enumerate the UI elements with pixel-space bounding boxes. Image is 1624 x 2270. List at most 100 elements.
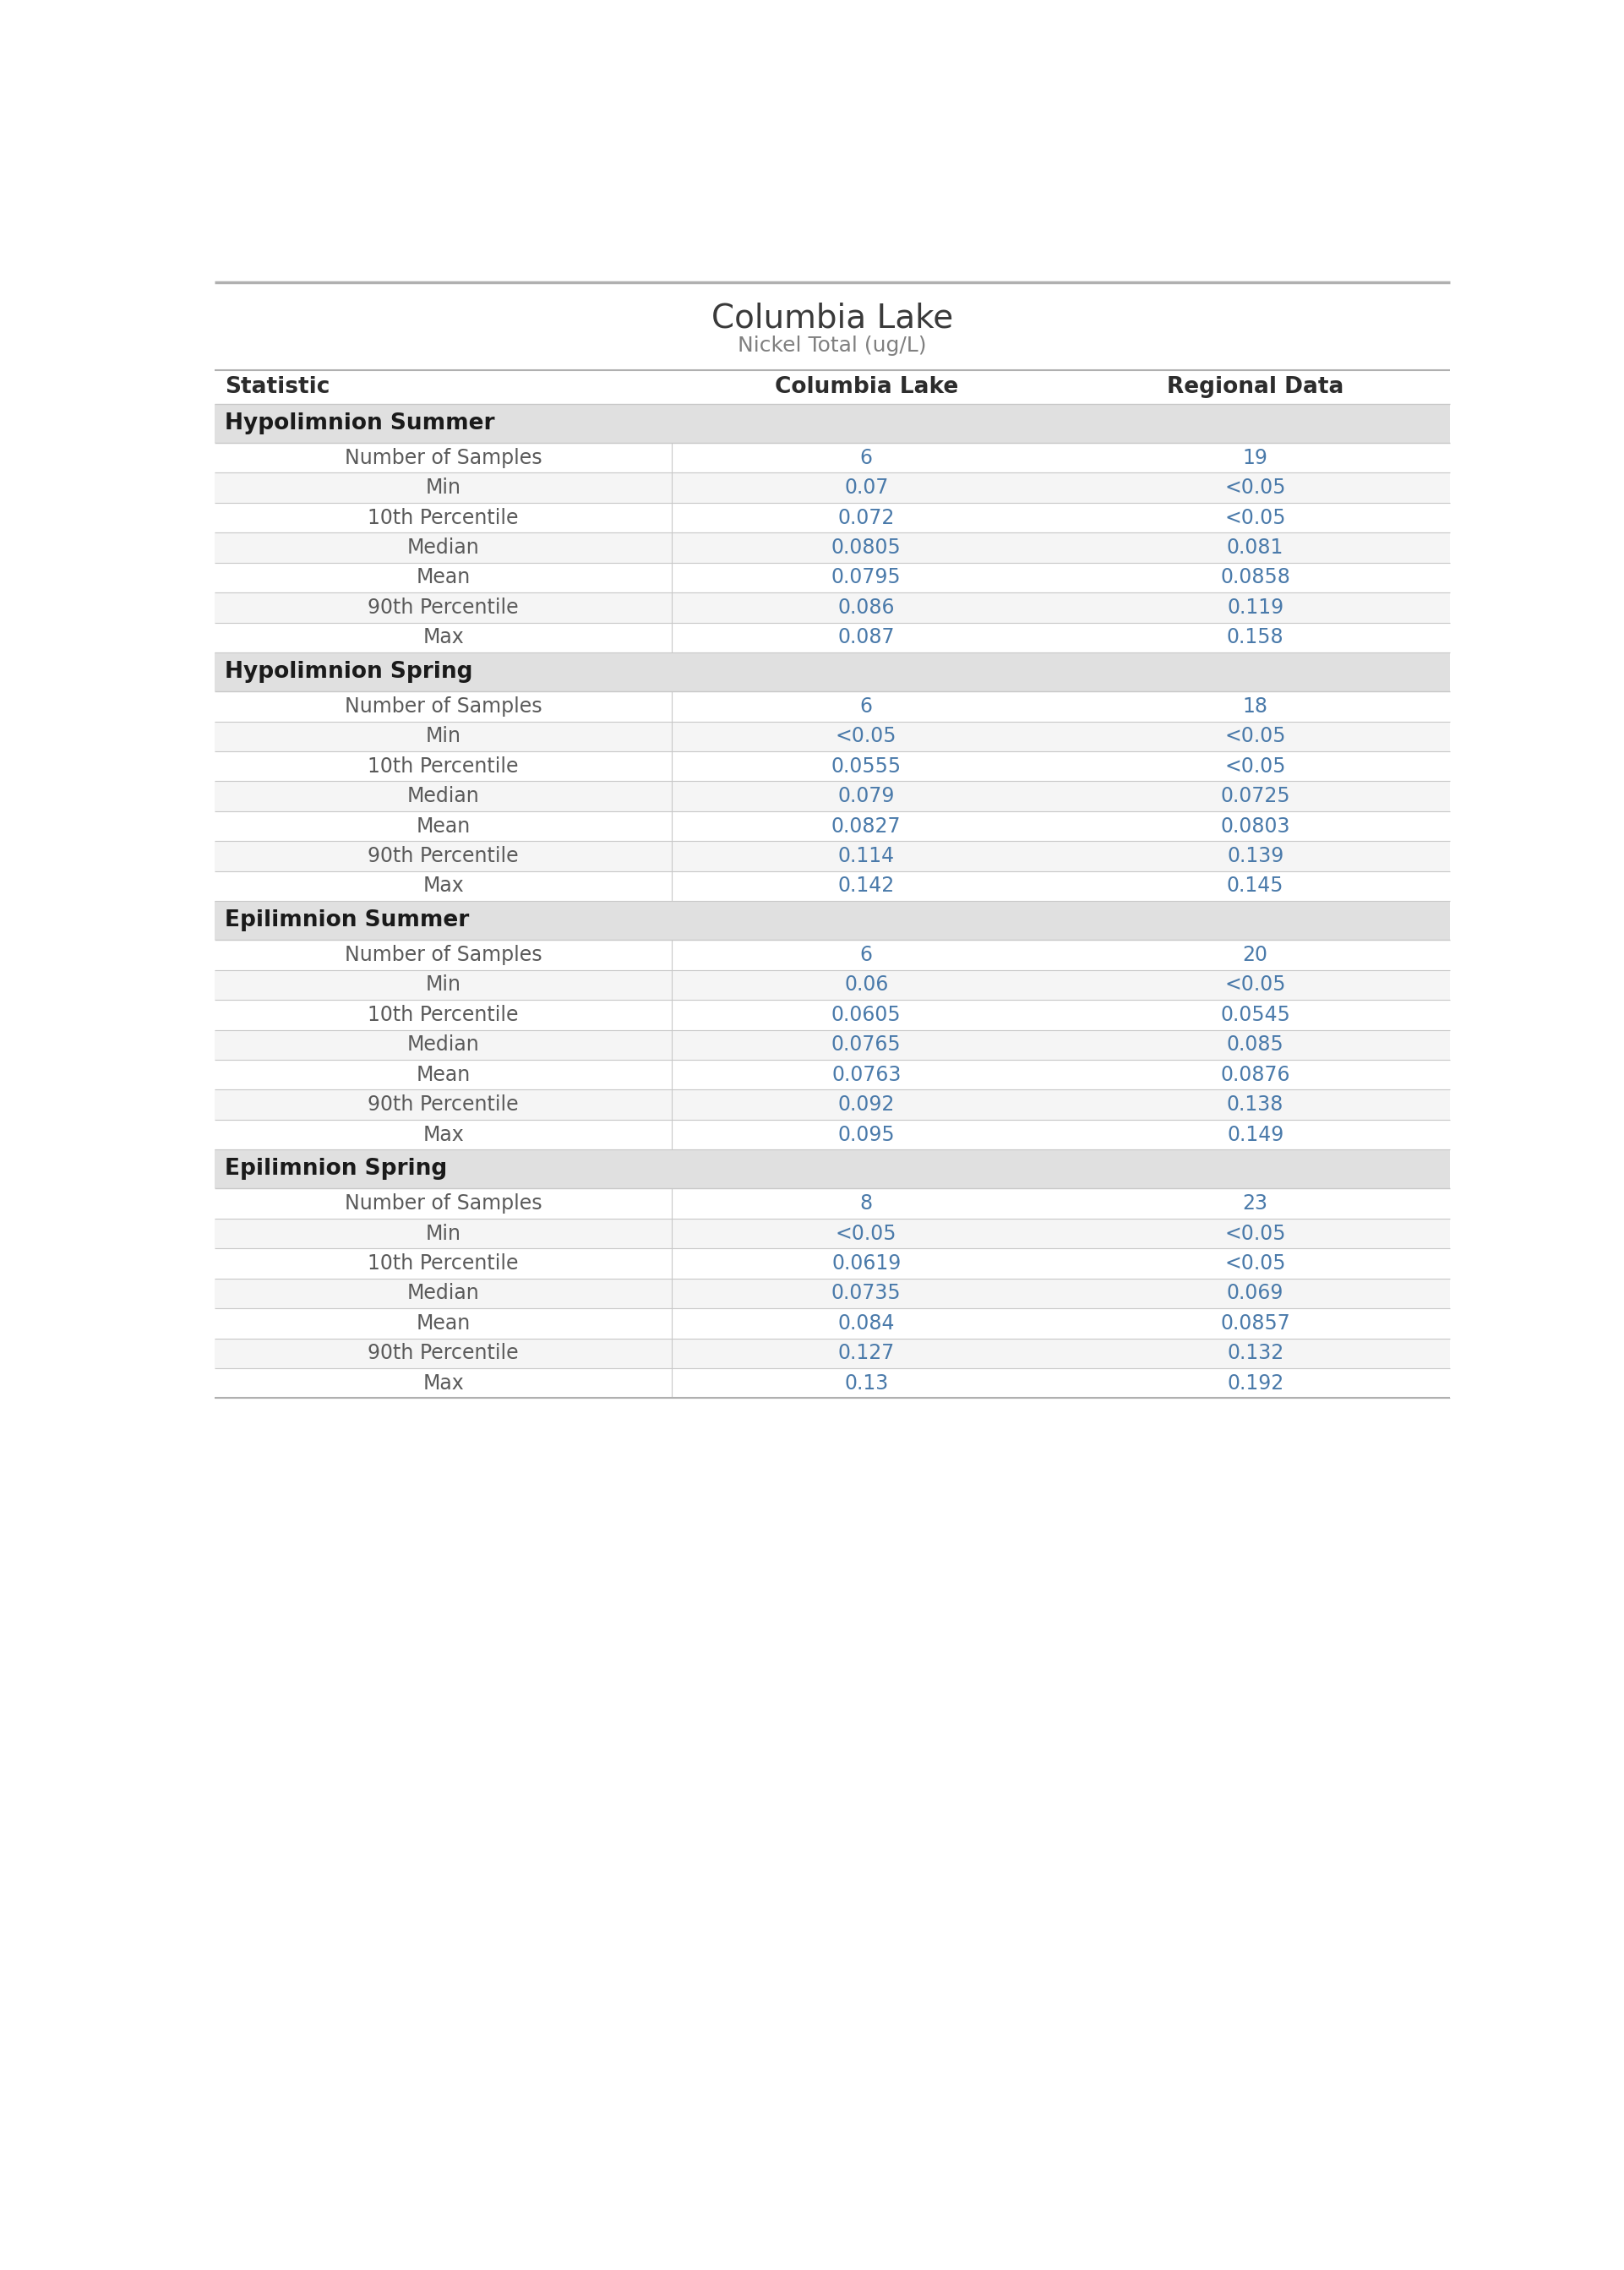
Text: 0.087: 0.087 [838, 627, 895, 647]
Text: <0.05: <0.05 [836, 726, 896, 747]
Text: 90th Percentile: 90th Percentile [367, 1344, 518, 1364]
Text: 0.0803: 0.0803 [1221, 815, 1289, 835]
Text: 8: 8 [859, 1194, 872, 1214]
Text: 0.0765: 0.0765 [831, 1035, 901, 1056]
Text: <0.05: <0.05 [1224, 508, 1286, 529]
Text: 0.079: 0.079 [838, 785, 895, 806]
Bar [214, 592, 1450, 622]
Bar [214, 901, 1450, 940]
Text: <0.05: <0.05 [836, 1224, 896, 1244]
Text: 0.0763: 0.0763 [831, 1065, 901, 1085]
Text: Min: Min [425, 1224, 461, 1244]
Text: <0.05: <0.05 [1224, 756, 1286, 776]
Text: Min: Min [425, 477, 461, 497]
Bar [214, 940, 1450, 969]
Bar [214, 533, 1450, 563]
Text: 0.0735: 0.0735 [831, 1283, 901, 1303]
Text: Regional Data: Regional Data [1166, 377, 1343, 397]
Bar [214, 1119, 1450, 1149]
Bar [214, 751, 1450, 781]
Bar [214, 404, 1450, 443]
Text: 0.145: 0.145 [1226, 876, 1285, 897]
Text: <0.05: <0.05 [1224, 974, 1286, 994]
Text: 6: 6 [861, 697, 872, 717]
Text: 0.0795: 0.0795 [831, 568, 901, 588]
Text: Mean: Mean [416, 1065, 471, 1085]
Text: Epilimnion Spring: Epilimnion Spring [224, 1158, 447, 1180]
Text: Nickel Total (ug/L): Nickel Total (ug/L) [737, 336, 927, 356]
Text: 10th Percentile: 10th Percentile [369, 1006, 518, 1026]
Text: 90th Percentile: 90th Percentile [367, 847, 518, 867]
Text: Number of Samples: Number of Samples [344, 944, 542, 965]
Text: Number of Samples: Number of Samples [344, 1194, 542, 1214]
Bar [214, 1060, 1450, 1090]
Bar [214, 1278, 1450, 1308]
Text: Mean: Mean [416, 1314, 471, 1332]
Text: <0.05: <0.05 [1224, 1224, 1286, 1244]
Text: 0.149: 0.149 [1226, 1124, 1283, 1144]
Text: 23: 23 [1242, 1194, 1268, 1214]
Text: Max: Max [422, 1124, 464, 1144]
Bar [214, 969, 1450, 999]
Bar [214, 1031, 1450, 1060]
Text: 0.119: 0.119 [1228, 597, 1283, 617]
Text: 0.114: 0.114 [838, 847, 895, 867]
Text: <0.05: <0.05 [1224, 726, 1286, 747]
Bar [214, 502, 1450, 533]
Bar [214, 370, 1450, 404]
Bar [214, 1308, 1450, 1339]
Text: 0.0555: 0.0555 [831, 756, 901, 776]
Text: Min: Min [425, 974, 461, 994]
Text: Number of Samples: Number of Samples [344, 447, 542, 468]
Text: Median: Median [408, 1035, 479, 1056]
Text: 90th Percentile: 90th Percentile [367, 1094, 518, 1115]
Text: Columbia Lake: Columbia Lake [775, 377, 958, 397]
Bar [214, 443, 1450, 472]
Text: 0.13: 0.13 [844, 1373, 888, 1394]
Text: Median: Median [408, 1283, 479, 1303]
Text: Number of Samples: Number of Samples [344, 697, 542, 717]
Bar [214, 622, 1450, 651]
Text: 10th Percentile: 10th Percentile [369, 756, 518, 776]
Text: Mean: Mean [416, 568, 471, 588]
Text: 10th Percentile: 10th Percentile [369, 508, 518, 529]
Text: Min: Min [425, 726, 461, 747]
Text: Mean: Mean [416, 815, 471, 835]
Text: Max: Max [422, 1373, 464, 1394]
Text: 0.138: 0.138 [1226, 1094, 1283, 1115]
Text: 0.0857: 0.0857 [1220, 1314, 1289, 1332]
Text: 0.158: 0.158 [1226, 627, 1285, 647]
Text: 0.127: 0.127 [838, 1344, 895, 1364]
Text: 0.192: 0.192 [1226, 1373, 1283, 1394]
Text: 0.0858: 0.0858 [1220, 568, 1291, 588]
Text: 19: 19 [1242, 447, 1268, 468]
Bar [214, 563, 1450, 592]
Bar [214, 842, 1450, 872]
Text: Hypolimnion Spring: Hypolimnion Spring [224, 661, 473, 683]
Bar [214, 722, 1450, 751]
Bar [214, 1090, 1450, 1119]
Text: <0.05: <0.05 [1224, 477, 1286, 497]
Text: Median: Median [408, 785, 479, 806]
Text: 0.132: 0.132 [1226, 1344, 1283, 1364]
Bar [214, 1249, 1450, 1278]
Bar [214, 692, 1450, 722]
Text: 0.095: 0.095 [838, 1124, 895, 1144]
Text: 0.06: 0.06 [844, 974, 888, 994]
Text: 0.0545: 0.0545 [1220, 1006, 1291, 1026]
Text: 0.084: 0.084 [838, 1314, 895, 1332]
Text: 0.0805: 0.0805 [831, 538, 901, 558]
Text: 0.0876: 0.0876 [1221, 1065, 1289, 1085]
Text: Hypolimnion Summer: Hypolimnion Summer [224, 413, 495, 434]
Text: 0.0605: 0.0605 [831, 1006, 901, 1026]
Text: 6: 6 [861, 447, 872, 468]
Text: Max: Max [422, 627, 464, 647]
Text: 0.092: 0.092 [838, 1094, 895, 1115]
Bar [214, 1219, 1450, 1249]
Bar [214, 1149, 1450, 1189]
Text: Epilimnion Summer: Epilimnion Summer [224, 910, 469, 931]
Text: 10th Percentile: 10th Percentile [369, 1253, 518, 1273]
Text: 0.07: 0.07 [844, 477, 888, 497]
Bar [214, 781, 1450, 810]
Text: 0.139: 0.139 [1226, 847, 1283, 867]
